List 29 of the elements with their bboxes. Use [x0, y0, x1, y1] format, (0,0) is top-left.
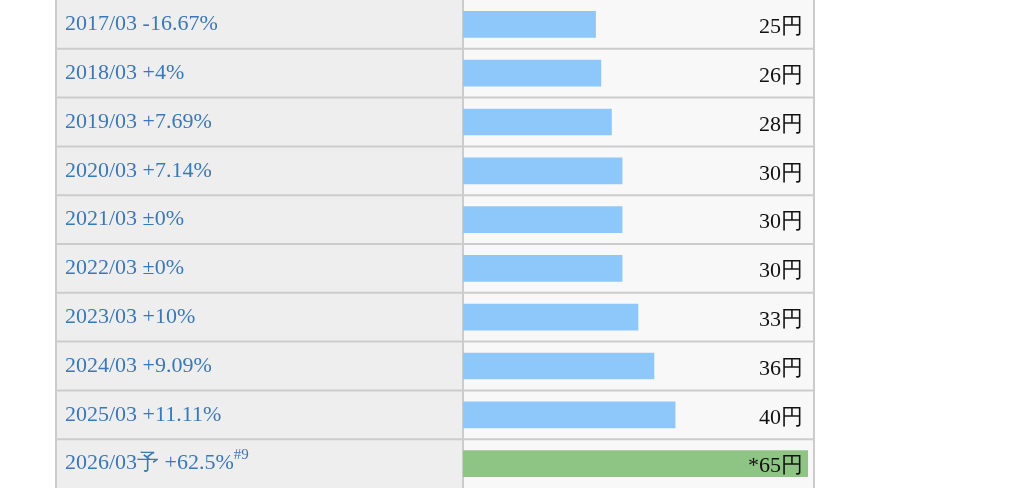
- data-label: 30円: [759, 159, 803, 185]
- y-tick-label: 2020/03 +7.14%: [65, 156, 212, 182]
- y-tick-label: 2019/03 +7.69%: [65, 107, 212, 133]
- bar: [463, 303, 639, 331]
- y-tick-label: 2021/03 ±0%: [65, 205, 185, 231]
- data-label: *65円: [748, 452, 803, 478]
- data-label: 30円: [759, 257, 803, 283]
- bar: [463, 450, 809, 477]
- y-tick-label: 2018/03 +4%: [65, 58, 185, 84]
- bar: [463, 11, 596, 38]
- data-label: 36円: [759, 354, 803, 380]
- y-tick-label: 2022/03 ±0%: [65, 254, 185, 280]
- bar: [463, 401, 676, 429]
- bar: [463, 352, 655, 380]
- bar: [463, 157, 623, 185]
- y-tick-label: 2024/03 +9.09%: [65, 351, 212, 377]
- data-label: 26円: [759, 61, 803, 87]
- data-label: 25円: [759, 13, 803, 39]
- y-tick-label: 2023/03 +10%: [65, 302, 196, 328]
- y-tick-label: 2017/03 -16.67%: [65, 10, 218, 36]
- data-label: 33円: [759, 305, 803, 331]
- y-tick-label: 2025/03 +11.11%: [65, 400, 222, 426]
- bar: [463, 108, 612, 136]
- data-label: 30円: [759, 208, 803, 234]
- data-label: 28円: [759, 110, 803, 136]
- data-label: 40円: [759, 403, 803, 429]
- bar: [463, 206, 623, 233]
- bar: [463, 59, 602, 87]
- bar: [463, 255, 623, 282]
